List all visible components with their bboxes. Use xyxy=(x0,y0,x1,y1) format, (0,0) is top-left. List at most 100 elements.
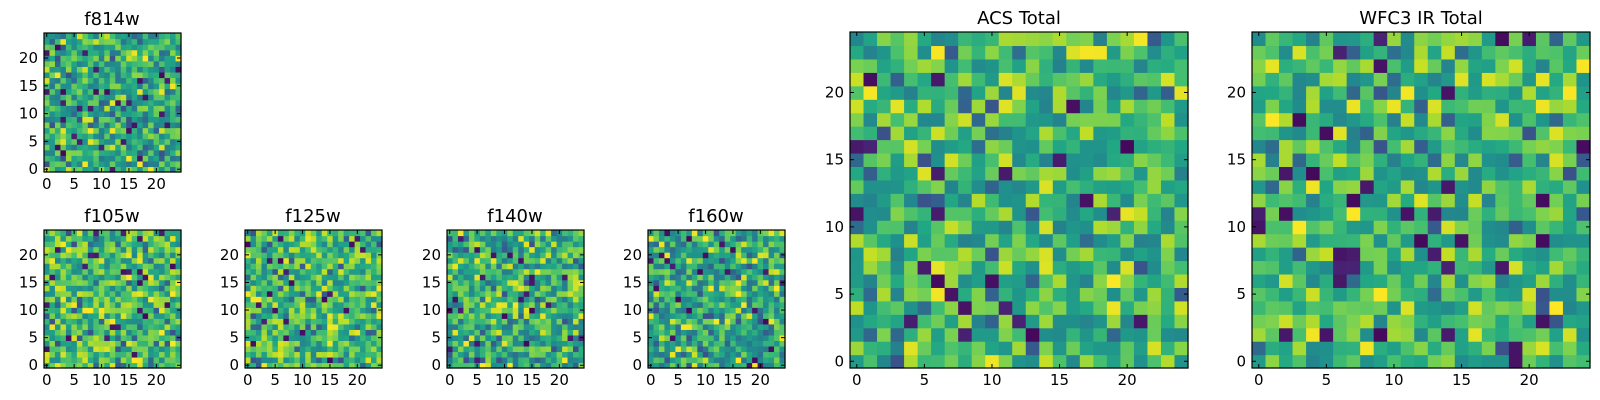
heatmap-cell xyxy=(741,301,748,308)
heatmap-cell xyxy=(468,230,475,237)
heatmap-cell xyxy=(310,230,317,237)
heatmap-cell xyxy=(1427,58,1442,73)
heatmap-cell xyxy=(545,301,552,308)
heatmap-cell xyxy=(338,301,345,308)
heatmap-cell xyxy=(1052,327,1067,342)
heatmap-cell xyxy=(305,246,312,253)
heatmap-cell xyxy=(1400,327,1415,342)
heatmap-cell xyxy=(534,362,541,369)
heatmap-cell xyxy=(675,263,682,270)
heatmap-cell xyxy=(288,246,295,253)
heatmap-cell xyxy=(485,318,492,325)
heatmap-cell xyxy=(294,329,301,336)
heatmap-cell xyxy=(261,340,268,347)
heatmap-cell xyxy=(44,44,51,51)
heatmap-cell xyxy=(1279,314,1294,329)
heatmap-cell xyxy=(719,279,726,286)
heatmap-cell xyxy=(316,318,323,325)
heatmap-cell xyxy=(463,235,470,242)
heatmap-cell xyxy=(126,155,133,162)
heatmap-cell xyxy=(512,263,519,270)
heatmap-cell xyxy=(327,246,334,253)
heatmap-cell xyxy=(1400,179,1415,194)
heatmap-cell xyxy=(1495,152,1510,167)
heatmap-cell xyxy=(669,345,676,353)
heatmap-cell xyxy=(54,121,62,129)
heatmap-cell xyxy=(1093,166,1108,181)
heatmap-cell xyxy=(126,340,133,347)
heatmap-cell xyxy=(170,268,177,275)
heatmap-cell xyxy=(1012,85,1027,100)
heatmap-cell xyxy=(175,274,182,281)
heatmap-cell xyxy=(299,334,306,341)
heatmap-cell xyxy=(261,285,268,292)
heatmap-cell xyxy=(115,252,122,259)
heatmap-cell xyxy=(664,329,671,336)
heatmap-cell xyxy=(349,241,356,248)
heatmap-cell xyxy=(496,318,503,325)
heatmap-cell xyxy=(175,71,182,79)
heatmap-cell xyxy=(523,246,530,253)
heatmap-cell xyxy=(1319,112,1334,127)
heatmap-cell xyxy=(1319,126,1334,141)
heatmap-cell xyxy=(944,72,959,87)
heatmap-cell xyxy=(1387,193,1402,208)
heatmap-cell xyxy=(283,246,290,253)
heatmap-cell xyxy=(126,88,133,95)
heatmap-cell xyxy=(54,116,62,123)
heatmap-cell xyxy=(266,318,273,325)
heatmap-cell xyxy=(719,301,726,308)
heatmap-cell xyxy=(507,362,514,369)
heatmap-cell xyxy=(44,88,51,95)
heatmap-cell xyxy=(87,60,94,67)
heatmap-cell xyxy=(680,362,687,369)
heatmap-cell xyxy=(164,241,171,248)
heatmap-cell xyxy=(490,356,497,364)
heatmap-cell xyxy=(578,263,585,270)
heatmap-cell xyxy=(175,116,182,123)
heatmap-cell xyxy=(305,301,312,308)
heatmap-cell xyxy=(1133,85,1149,100)
heatmap-cell xyxy=(153,323,160,330)
heatmap-cell xyxy=(1160,85,1176,100)
heatmap-cell xyxy=(904,220,919,235)
heatmap-cell xyxy=(985,85,1000,100)
heatmap-cell xyxy=(1025,72,1040,87)
heatmap-cell xyxy=(126,66,133,73)
heatmap-cell xyxy=(137,133,144,140)
heatmap-cell xyxy=(137,83,144,90)
heatmap-cell xyxy=(944,112,959,127)
heatmap-cell xyxy=(137,144,144,151)
heatmap-cell xyxy=(1174,58,1189,73)
heatmap-cell xyxy=(485,296,492,303)
heatmap-cell xyxy=(757,307,764,314)
heatmap-cell xyxy=(299,356,306,364)
heatmap-cell xyxy=(534,263,541,270)
heatmap-cell xyxy=(371,334,378,341)
heatmap-cell xyxy=(175,230,182,237)
heatmap-cell xyxy=(534,312,541,319)
heatmap-cell xyxy=(126,268,133,275)
heatmap-cell xyxy=(545,323,552,330)
heatmap-cell xyxy=(971,166,986,181)
heatmap-cell xyxy=(1414,72,1429,87)
heatmap-cell xyxy=(316,312,323,319)
heatmap-cell xyxy=(120,155,127,162)
heatmap-cell xyxy=(137,149,144,156)
heatmap-cell xyxy=(148,149,155,156)
heatmap-cell xyxy=(971,126,986,141)
heatmap-cell xyxy=(126,60,133,67)
heatmap-cell xyxy=(534,323,541,330)
heatmap-cell xyxy=(164,362,171,369)
heatmap-cell xyxy=(708,246,715,253)
heatmap-cell xyxy=(904,179,919,194)
heatmap-cell xyxy=(1093,247,1108,262)
heatmap-cell xyxy=(349,263,356,270)
heatmap-cell xyxy=(763,285,770,292)
heatmap-cell xyxy=(702,323,709,330)
heatmap-cell xyxy=(126,71,133,79)
heatmap-cell xyxy=(294,241,301,248)
heatmap-cell xyxy=(49,38,56,45)
heatmap-cell xyxy=(54,334,62,341)
heatmap-cell xyxy=(137,160,144,168)
